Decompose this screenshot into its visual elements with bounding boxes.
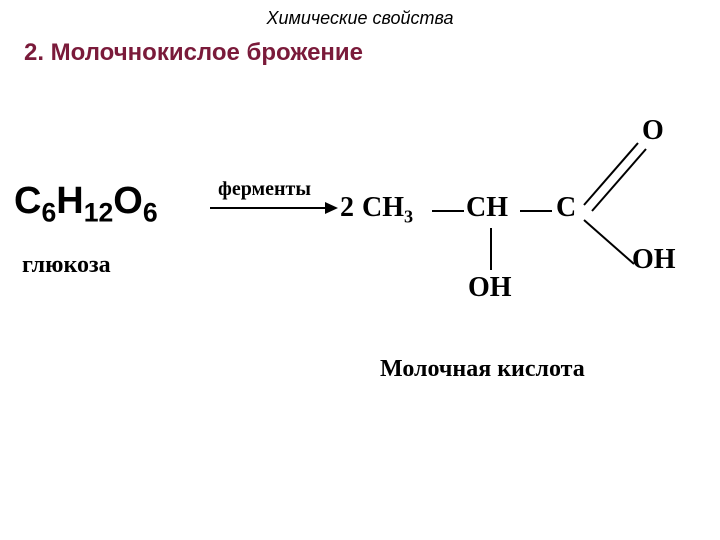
group-oh-right: OH (632, 244, 676, 276)
bond-ch3-ch (432, 210, 464, 212)
atom-o: О (113, 180, 143, 222)
group-ch3: CH3 (362, 192, 413, 228)
atom-c: С (14, 180, 41, 222)
reaction-arrow (210, 198, 350, 218)
subtitle: 2. Молочнокислое брожение (0, 29, 720, 67)
page-title: Химические свойства (0, 0, 720, 29)
reactant-label: глюкоза (22, 252, 111, 279)
product-label: Молочная кислота (380, 356, 585, 383)
reactant-formula: С6Н12О6 (14, 180, 158, 229)
sub-12: 12 (84, 198, 114, 228)
bond-ch-c (520, 210, 552, 212)
atom-o-top: O (642, 115, 664, 147)
page-title-text: Химические свойства (266, 8, 453, 28)
group-oh-bottom: OH (468, 272, 512, 304)
ch3-text: CH (362, 192, 404, 223)
group-c: C (556, 192, 576, 224)
ch3-sub: 3 (404, 207, 413, 227)
sub-6b: 6 (143, 198, 158, 228)
sub-6a: 6 (41, 198, 56, 228)
double-bond-o (584, 137, 654, 217)
atom-h: Н (56, 180, 83, 222)
product-coefficient: 2 (340, 192, 354, 224)
group-ch: CH (466, 192, 508, 224)
subtitle-text: 2. Молочнокислое брожение (24, 39, 363, 66)
bond-ch-oh (490, 228, 492, 270)
